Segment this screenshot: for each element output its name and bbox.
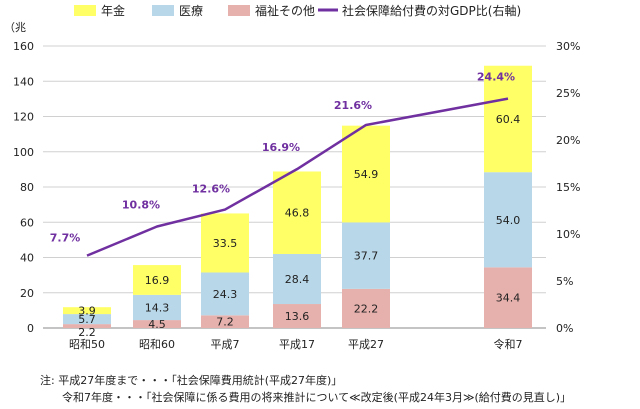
- value-label-昭和50-医療: 5.7: [78, 313, 96, 326]
- value-label-令和7-医療: 54.0: [496, 214, 521, 227]
- gdp-ratio-line: [86, 97, 509, 257]
- bar-平成17-福祉その他: [273, 304, 321, 328]
- y2-tick-20%: 20%: [556, 134, 580, 147]
- gdp-ratio-label-平成7: 12.6%: [192, 183, 230, 196]
- social-security-chart: 0 20 40 60 80 100 120 140 160 0% 5% 10% 15% 20% 25% 30%…: [4, 3, 580, 351]
- bar-昭和60-福祉その他: [133, 320, 181, 328]
- value-label-昭和60-医療: 14.3: [145, 301, 170, 314]
- bar-平成27-福祉その他: [342, 288, 390, 328]
- y-tick-80: 80: [20, 181, 34, 194]
- value-label-昭和50-福祉その他: 2.2: [78, 326, 96, 339]
- bar-平成7-年金: [201, 213, 249, 273]
- value-label-平成7-年金: 33.5: [213, 237, 238, 250]
- bar-令和7-医療: [484, 172, 532, 268]
- value-label-平成7-福祉その他: 7.2: [216, 316, 234, 329]
- value-label-平成7-医療: 24.3: [213, 288, 238, 301]
- bar-平成27-医療: [342, 222, 390, 289]
- legend-swatch-福祉その他: [228, 5, 250, 16]
- x-tick-昭和60: 昭和60: [139, 338, 175, 351]
- x-tick-平成17: 平成17: [279, 338, 315, 351]
- value-label-平成17-福祉その他: 13.6: [285, 310, 310, 323]
- x-tick-昭和50: 昭和50: [69, 338, 105, 351]
- value-label-昭和60-福祉その他: 4.5: [148, 318, 166, 331]
- y-tick-20: 20: [20, 287, 34, 300]
- source-note-1: 注: 平成27年度まで・・・「社会保障費用統計(平成27年度)」: [40, 374, 343, 387]
- legend-label-医療: 医療: [179, 4, 203, 18]
- y-tick-40: 40: [20, 252, 34, 265]
- value-label-昭和60-年金: 16.9: [145, 274, 170, 287]
- bar-昭和60-医療: [133, 294, 181, 321]
- y2-tick-25%: 25%: [556, 87, 580, 100]
- source-note-2: 令和7年度・・・「社会保障に係る費用の将来推計について≪改定後(平成24年3月≫…: [62, 391, 572, 404]
- gdp-ratio-label-平成17: 16.9%: [262, 141, 300, 154]
- y-tick-0: 0: [27, 322, 34, 335]
- y-tick-100: 100: [13, 146, 34, 159]
- value-label-平成27-医療: 37.7: [354, 250, 379, 263]
- bar-昭和50-福祉その他: [63, 324, 111, 328]
- y-tick-140: 140: [13, 75, 34, 88]
- bar-平成7-医療: [201, 272, 249, 316]
- value-label-平成17-年金: 46.8: [285, 207, 310, 220]
- value-label-令和7-年金: 60.4: [496, 113, 521, 126]
- x-tick-令和7: 令和7: [494, 337, 523, 351]
- y-axis-label: （兆: [4, 21, 26, 34]
- value-label-平成17-医療: 28.4: [285, 273, 310, 286]
- y2-tick-15%: 15%: [556, 181, 580, 194]
- y2-tick-0%: 0%: [556, 322, 573, 335]
- x-tick-平成7: 平成7: [211, 338, 240, 351]
- value-label-昭和50-年金: 3.9: [78, 305, 96, 318]
- legend-label-gdp-ratio: 社会保障給付費の対GDP比(右軸): [342, 3, 521, 18]
- x-tick-平成27: 平成27: [348, 338, 384, 351]
- source-notes: 注: 平成27年度まで・・・「社会保障費用統計(平成27年度)」 令和7年度・・…: [40, 372, 571, 406]
- bar-令和7-年金: [484, 65, 532, 173]
- value-label-平成27-年金: 54.9: [354, 168, 379, 181]
- gdp-ratio-label-平成27: 21.6%: [334, 99, 372, 112]
- bar-昭和50-年金: [63, 307, 111, 315]
- y2-tick-5%: 5%: [556, 275, 573, 288]
- gdp-ratio-label-令和7: 24.4%: [477, 71, 515, 84]
- y-tick-160: 160: [13, 40, 34, 53]
- bar-昭和50-医療: [63, 314, 111, 325]
- bar-令和7-福祉その他: [484, 267, 532, 328]
- value-label-令和7-福祉その他: 34.4: [496, 292, 521, 305]
- bar-平成17-年金: [273, 171, 321, 254]
- bar-平成7-福祉その他: [201, 315, 249, 328]
- bar-平成17-医療: [273, 253, 321, 305]
- gdp-ratio-label-昭和50: 7.7%: [50, 232, 81, 245]
- y2-tick-30%: 30%: [556, 40, 580, 53]
- bar-昭和60-年金: [133, 265, 181, 295]
- legend-swatch-医療: [152, 5, 174, 16]
- gdp-ratio-label-昭和60: 10.8%: [122, 198, 160, 211]
- y-tick-60: 60: [20, 216, 34, 229]
- value-label-平成27-福祉その他: 22.2: [354, 302, 379, 315]
- y2-tick-10%: 10%: [556, 228, 580, 241]
- y-tick-120: 120: [13, 111, 34, 124]
- bar-平成27-年金: [342, 125, 390, 223]
- legend-swatch-年金: [74, 5, 96, 16]
- legend-label-年金: 年金: [101, 3, 125, 18]
- legend-label-福祉その他: 福祉その他: [255, 3, 315, 18]
